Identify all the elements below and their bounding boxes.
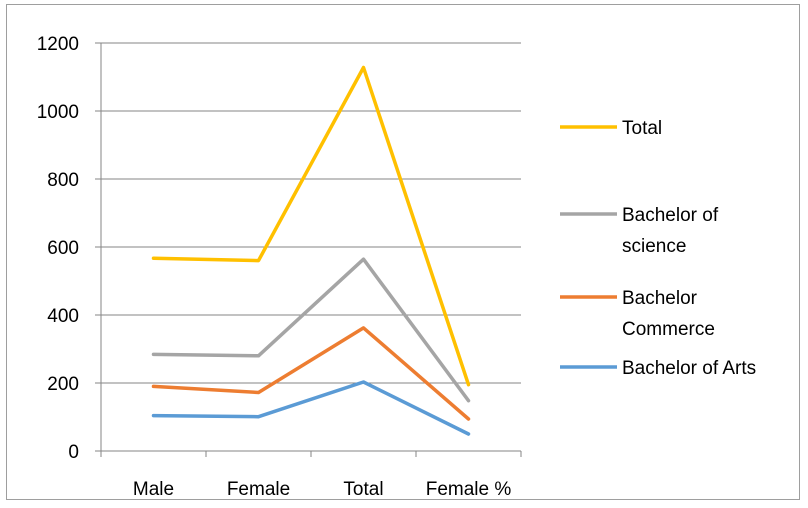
x-axis-tick-labels: Male Female Total Female % bbox=[133, 479, 511, 500]
y-tick-label: 600 bbox=[47, 238, 79, 259]
y-tick-label: 0 bbox=[68, 442, 79, 463]
legend-label-bachelor-commerce: Commerce bbox=[622, 319, 715, 340]
series-line-bachelor-of-arts bbox=[151, 380, 471, 436]
series-line-total bbox=[151, 65, 471, 387]
y-tick-label: 400 bbox=[47, 306, 79, 327]
series-lines bbox=[151, 65, 471, 436]
y-tick-label: 800 bbox=[47, 170, 79, 191]
x-tick-label: Total bbox=[343, 479, 383, 500]
series-line-bachelor-commerce bbox=[151, 326, 471, 421]
y-tick-label: 1000 bbox=[37, 102, 79, 123]
legend-label-total: Total bbox=[622, 118, 662, 139]
legend-label-bachelor-of-science: science bbox=[622, 236, 686, 257]
x-tick-label: Male bbox=[133, 479, 174, 500]
y-tick-label: 1200 bbox=[37, 34, 79, 55]
legend-label-bachelor-of-arts: Bachelor of Arts bbox=[622, 358, 756, 379]
x-tick-label: Female % bbox=[426, 479, 512, 500]
y-axis-tick-labels: 0 200 400 600 800 1000 1200 bbox=[37, 34, 79, 463]
legend-label-bachelor-commerce: Bachelor bbox=[622, 288, 698, 309]
series-line-bachelor-of-science bbox=[151, 257, 471, 403]
legend: Total Bachelor of science Bachelor Commerce B… bbox=[560, 118, 756, 379]
y-tick-label: 200 bbox=[47, 374, 79, 395]
x-tick-label: Female bbox=[227, 479, 290, 500]
axes bbox=[95, 42, 522, 457]
chart-frame bbox=[6, 4, 800, 500]
legend-label-bachelor-of-science: Bachelor of bbox=[622, 205, 719, 226]
gridlines bbox=[101, 42, 521, 384]
